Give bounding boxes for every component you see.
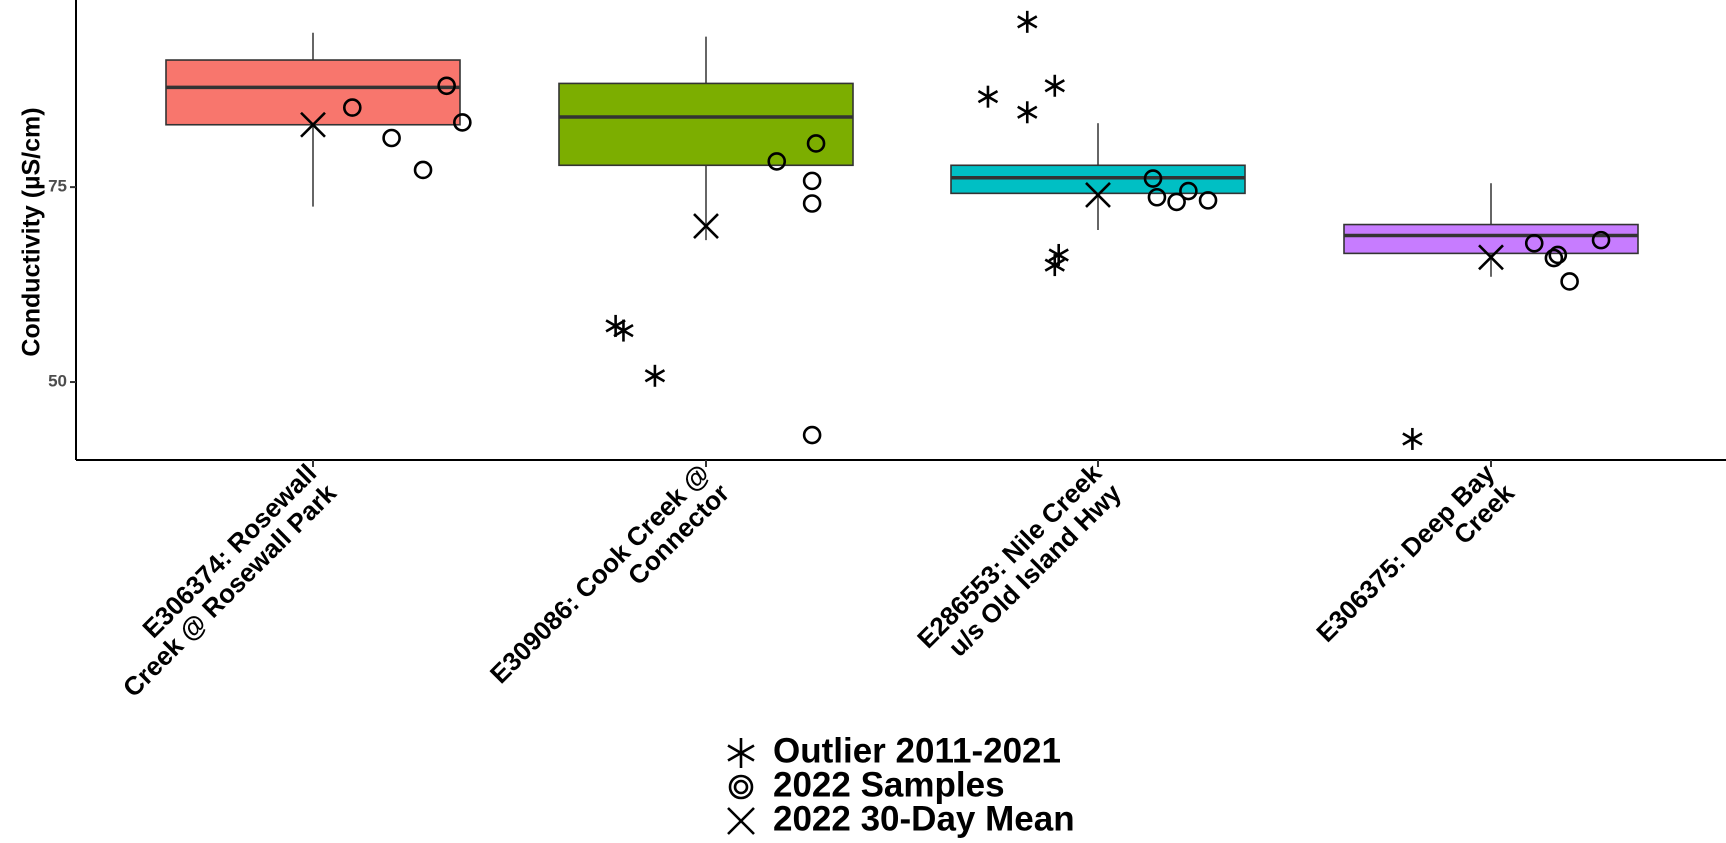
sample-point xyxy=(1167,192,1186,212)
outlier-point xyxy=(1044,74,1065,97)
y-tick-label: 75 xyxy=(48,177,67,196)
sample-point xyxy=(1524,233,1544,253)
box-iqr xyxy=(1343,223,1639,255)
x-tick-label-line: E286553: Nile Creek xyxy=(911,458,1107,654)
plot-area xyxy=(165,10,1639,450)
box-group xyxy=(558,36,854,445)
outlier-point xyxy=(1048,243,1069,266)
outlier-point xyxy=(977,85,999,108)
legend-circle-icon xyxy=(728,774,754,800)
x-tick-label-line: Creek @ Rosewall Park xyxy=(117,477,343,703)
box-iqr xyxy=(558,82,854,167)
sample-point xyxy=(1544,248,1564,268)
sample-point xyxy=(342,98,362,117)
axes: 50 75 xyxy=(48,0,1726,467)
outlier-point xyxy=(1017,101,1038,124)
sample-point xyxy=(1560,272,1579,291)
sample-point xyxy=(1198,191,1218,210)
legend-item: 2022 Samples xyxy=(728,765,1005,804)
sample-point xyxy=(1548,245,1568,265)
sample-point xyxy=(802,171,822,191)
legend-asterisk-icon xyxy=(727,738,755,768)
sample-point xyxy=(767,152,787,171)
sample-point xyxy=(453,113,472,132)
outlier-point xyxy=(1017,10,1038,33)
sample-point xyxy=(382,128,401,148)
x-tick-label-line: E306374: Rosewall xyxy=(136,458,322,644)
outlier-point xyxy=(613,319,634,342)
y-tick-label: 50 xyxy=(48,372,67,391)
x-tick-label-line: u/s Old Island Hwy xyxy=(942,477,1127,662)
legend-label: Outlier 2011-2021 xyxy=(773,731,1061,770)
x-tick-label-line: E306375: Deep Bay xyxy=(1310,458,1500,648)
box-group xyxy=(1343,183,1639,450)
outlier-point xyxy=(1402,427,1423,450)
sample-point xyxy=(802,425,822,445)
legend-cross-icon xyxy=(727,807,755,835)
sample-point xyxy=(1591,230,1611,250)
mean-marker xyxy=(1478,244,1504,271)
legend-circle-inner xyxy=(733,779,749,795)
x-tick-label: E309086: Cook Creek @Connector xyxy=(484,458,735,689)
mean-marker xyxy=(1085,181,1111,208)
x-tick-label-line: E309086: Cook Creek @ xyxy=(484,458,715,689)
box-iqr xyxy=(165,59,461,126)
legend-label: 2022 30-Day Mean xyxy=(773,799,1075,838)
legend-item: Outlier 2011-2021 xyxy=(727,731,1061,770)
sample-point xyxy=(802,194,822,213)
mean-marker xyxy=(693,213,719,240)
outlier-point xyxy=(644,364,666,387)
sample-point xyxy=(1179,181,1198,201)
sample-point xyxy=(413,160,433,180)
y-axis-title: Conductivity (µS/cm) xyxy=(18,107,46,356)
sample-point xyxy=(806,134,826,153)
legend-label: 2022 Samples xyxy=(773,765,1005,804)
sample-point xyxy=(1143,169,1163,188)
legend-item: 2022 30-Day Mean xyxy=(727,799,1075,838)
mean-marker xyxy=(300,111,326,138)
sample-point xyxy=(1147,187,1167,207)
box-group xyxy=(950,10,1246,277)
sample-point xyxy=(437,76,456,96)
box-group xyxy=(165,32,472,207)
